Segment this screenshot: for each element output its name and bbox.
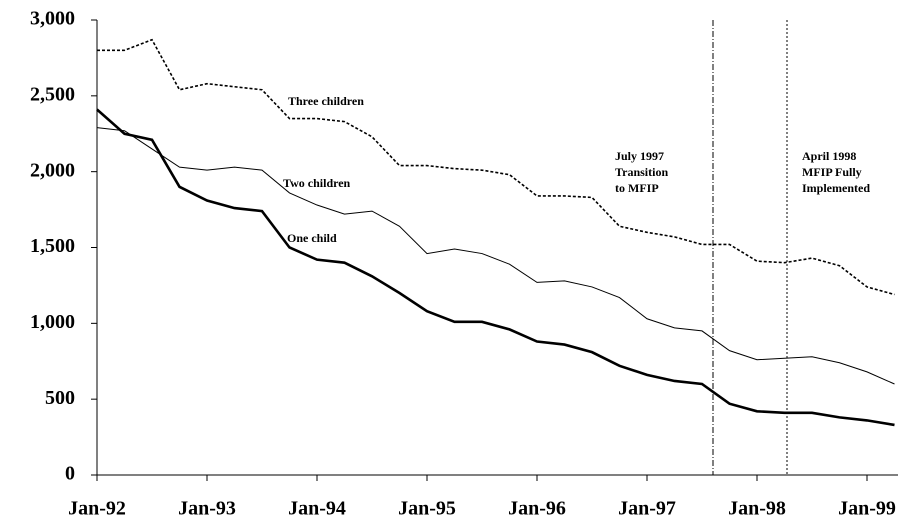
- annotation: Transition: [615, 165, 668, 179]
- series-line: [96, 108, 895, 427]
- x-tick-label: Jan-96: [508, 498, 566, 520]
- x-tick-label: Jan-94: [288, 498, 346, 520]
- series-line: [96, 127, 895, 385]
- x-tick-label: Jan-97: [618, 498, 676, 520]
- y-tick-label: 1,500: [30, 235, 75, 257]
- annotation: MFIP Fully: [802, 165, 862, 179]
- y-tick-label: 2,000: [30, 159, 75, 181]
- y-tick-label: 0: [65, 463, 75, 485]
- y-tick-label: 1,000: [30, 311, 75, 333]
- x-tick-label: Jan-98: [728, 498, 786, 520]
- series-line: [97, 38, 895, 296]
- x-tick-label: Jan-99: [838, 498, 896, 520]
- x-tick-label: Jan-93: [178, 498, 236, 520]
- annotation: July 1997: [615, 149, 664, 163]
- y-tick-label: 3,000: [30, 8, 75, 30]
- series-label: Three children: [288, 94, 364, 108]
- annotation: to MFIP: [615, 181, 659, 195]
- series-label: Two children: [283, 176, 351, 190]
- series-label: One child: [287, 231, 337, 245]
- annotation: Implemented: [802, 181, 870, 195]
- y-tick-label: 2,500: [30, 83, 75, 105]
- x-tick-label: Jan-95: [398, 498, 456, 520]
- annotation: April 1998: [802, 149, 856, 163]
- y-tick-label: 500: [45, 387, 75, 409]
- x-tick-label: Jan-92: [68, 498, 126, 520]
